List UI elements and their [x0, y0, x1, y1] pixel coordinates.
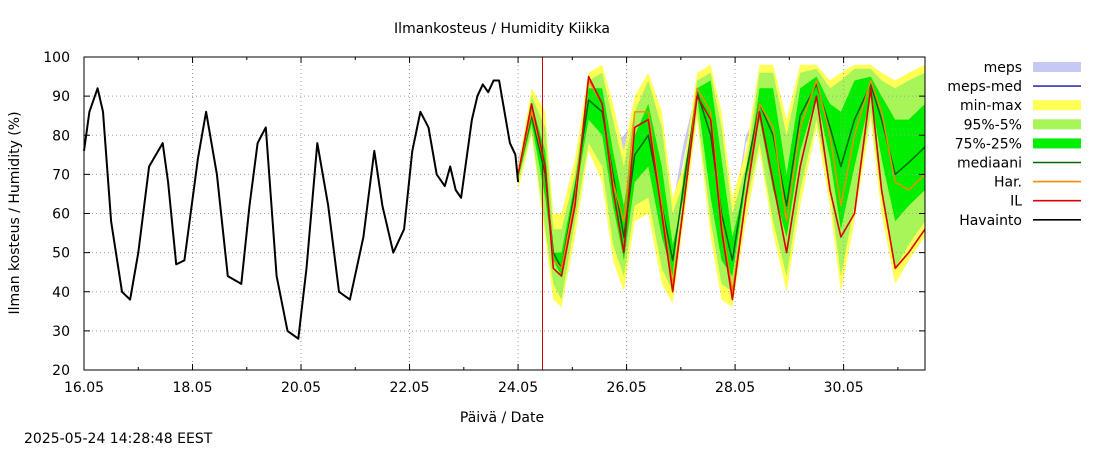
legend-item-havainto: Havainto — [959, 213, 1081, 229]
x-tick-label: 20.05 — [281, 380, 321, 396]
y-tick-label: 100 — [43, 50, 70, 66]
legend-item-meps: meps — [984, 60, 1081, 76]
legend-swatch — [1033, 100, 1081, 111]
legend-item-mediaani: mediaani — [957, 156, 1081, 172]
y-tick-label: 40 — [52, 285, 70, 301]
legend-swatch — [1033, 62, 1081, 72]
x-tick-label: 30.05 — [824, 380, 864, 396]
x-tick-label: 22.05 — [390, 380, 430, 396]
y-tick-label: 30 — [52, 324, 70, 340]
legend-label: 75%-25% — [955, 136, 1022, 152]
legend-item-meps-med: meps-med — [947, 79, 1081, 95]
x-tick-label: 24.05 — [498, 380, 538, 396]
legend-item-95-5: 95%-5% — [964, 117, 1081, 133]
legend-label: Har. — [994, 175, 1022, 191]
x-tick-label: 18.05 — [172, 380, 212, 396]
legend-label: 95%-5% — [964, 117, 1022, 133]
y-tick-label: 20 — [52, 363, 70, 379]
series-lines — [83, 57, 926, 370]
legend-label: IL — [1010, 194, 1022, 210]
timestamp: 2025-05-24 14:28:48 EEST — [24, 431, 213, 447]
x-tick-label: 16.05 — [64, 380, 104, 396]
x-tick-label: 28.05 — [715, 380, 755, 396]
legend-swatch — [1033, 119, 1081, 130]
y-tick-label: 80 — [52, 128, 70, 144]
series-havainto — [83, 79, 520, 340]
x-axis-label: Päivä / Date — [460, 410, 544, 426]
legend-label: meps — [984, 60, 1022, 76]
legend-label: meps-med — [947, 79, 1022, 95]
legend-item-75-25: 75%-25% — [955, 136, 1081, 152]
legend-item-har: Har. — [994, 175, 1081, 191]
legend-label: Havainto — [959, 213, 1022, 229]
y-tick-label: 60 — [52, 207, 70, 223]
legend-swatch — [1033, 138, 1081, 149]
x-tick-label: 26.05 — [607, 380, 647, 396]
legend-item-il: IL — [1010, 194, 1081, 210]
y-tick-label: 70 — [52, 167, 70, 183]
legend: meps meps-med min-max 95%-5% 75%-25% mediaani… — [947, 60, 1081, 229]
axes: 20 30 40 50 60 70 80 90 100 16.05 18.05 20.05 22.05 2… — [43, 50, 926, 396]
legend-label: mediaani — [957, 156, 1022, 172]
chart-title: Ilmankosteus / Humidity Kiikka — [394, 21, 610, 37]
y-tick-label: 50 — [52, 246, 70, 262]
y-tick-label: 90 — [52, 89, 70, 105]
legend-item-min-max: min-max — [960, 98, 1081, 114]
legend-label: min-max — [960, 98, 1022, 114]
y-axis-label: Ilman kosteus / Humidity (%) — [7, 111, 23, 314]
series-il — [517, 75, 926, 301]
